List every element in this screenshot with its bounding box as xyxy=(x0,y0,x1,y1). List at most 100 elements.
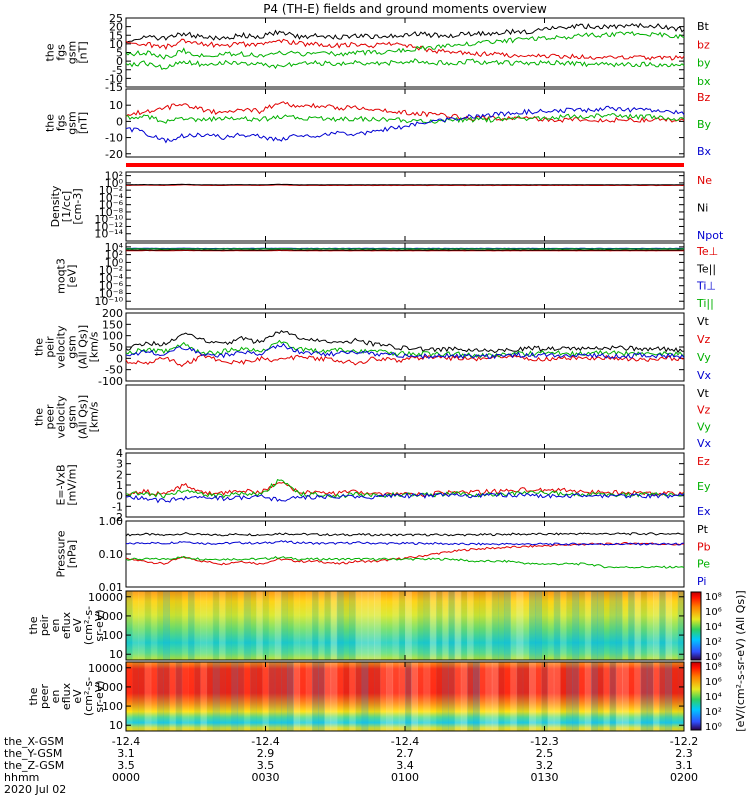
panels: -15-10-50510152025thefgsgsm[nT]Btbzbybx-… xyxy=(27,12,724,732)
quality-flag-bar xyxy=(126,163,684,167)
spectrogram-column xyxy=(126,662,133,731)
spectrogram-column xyxy=(560,591,567,660)
y-axis-label: [km/s xyxy=(88,331,101,362)
spectrogram-column xyxy=(250,662,257,731)
legend-label: Vy xyxy=(697,351,711,364)
spectrogram-column xyxy=(163,662,170,731)
colorbar-tick-label: 10⁴ xyxy=(705,692,722,703)
spectrogram-column xyxy=(442,591,449,660)
x-tick-label: 0000 xyxy=(112,771,140,784)
spectrogram-column xyxy=(244,662,251,731)
spectrogram-column xyxy=(238,662,245,731)
spectrogram-column xyxy=(479,591,486,660)
series-line-bz xyxy=(126,39,684,60)
spectrogram-column xyxy=(597,662,604,731)
colorbar-tick-label: 10⁸ xyxy=(705,662,722,673)
spectrogram-column xyxy=(405,662,412,731)
legend-label: Bt xyxy=(697,20,710,33)
spectrogram-column xyxy=(659,591,666,660)
spectrogram-column xyxy=(238,591,245,660)
x-tick-label: 0030 xyxy=(252,771,280,784)
colorbar-label: [eV/(cm²-s-sr-eV) (All Qs)] xyxy=(734,590,747,731)
legend-label: Te⊥ xyxy=(696,245,718,258)
spectrogram-column xyxy=(554,662,561,731)
spectrogram-column xyxy=(473,591,480,660)
spectrogram-column xyxy=(641,591,648,660)
spectrogram-column xyxy=(603,662,610,731)
y-axis-label: [cm-3] xyxy=(71,188,84,224)
spectrogram-column xyxy=(411,591,418,660)
spectrogram-column xyxy=(579,591,586,660)
spectrogram-column xyxy=(188,591,195,660)
y-tick-label: 0.10 xyxy=(99,548,124,561)
spectrogram-column xyxy=(269,662,276,731)
spectrogram-column xyxy=(610,591,617,660)
spectrogram-column xyxy=(163,591,170,660)
series-line-Vz xyxy=(126,355,684,367)
panel-frame xyxy=(126,453,684,517)
spectrogram-column xyxy=(349,591,356,660)
y-tick-label: 10 xyxy=(109,719,123,732)
spectrogram-column xyxy=(517,591,524,660)
spectrogram-column xyxy=(176,591,183,660)
spectrogram-column xyxy=(411,662,418,731)
legend-label: Vy xyxy=(697,420,711,433)
spectrogram-column xyxy=(293,662,300,731)
spectrogram-column xyxy=(523,591,530,660)
series-line-Ni xyxy=(126,184,684,185)
spectrogram-column xyxy=(275,591,282,660)
spectrogram-column xyxy=(207,591,214,660)
spectrogram-column xyxy=(145,662,152,731)
spectrogram-column xyxy=(659,662,666,731)
spectrogram-column xyxy=(355,662,362,731)
spectrogram-column xyxy=(504,662,511,731)
y-axis-label: [mV/m] xyxy=(66,464,79,505)
spectrogram-column xyxy=(281,662,288,731)
spectrogram-column xyxy=(628,591,635,660)
legend-label: Bx xyxy=(697,145,712,158)
spectrogram-column xyxy=(331,662,338,731)
panel-frame xyxy=(126,89,684,157)
y-tick-label: 150 xyxy=(102,318,123,331)
spectrogram-column xyxy=(343,591,350,660)
spectrogram-column xyxy=(603,591,610,660)
spectrogram-column xyxy=(585,591,592,660)
spectrogram-column xyxy=(424,662,431,731)
legend-label: Ey xyxy=(697,480,711,493)
series-line-Vt xyxy=(126,331,684,353)
spectrogram-column xyxy=(194,591,201,660)
spectrogram-column xyxy=(169,591,176,660)
spectrogram-column xyxy=(225,591,232,660)
spectrogram-column xyxy=(461,662,468,731)
series-line-Bx xyxy=(126,106,684,142)
spectrogram-column xyxy=(616,591,623,660)
spectrogram-column xyxy=(293,591,300,660)
spectrogram-column xyxy=(380,591,387,660)
spectrogram-column xyxy=(331,591,338,660)
spectrogram-column xyxy=(448,591,455,660)
spectrogram-column xyxy=(386,662,393,731)
spectrogram-column xyxy=(678,591,685,660)
spectrogram-column xyxy=(424,591,431,660)
y-tick-label: 4 xyxy=(116,447,123,460)
y-tick-label: -100 xyxy=(98,375,123,388)
spectrogram-column xyxy=(188,662,195,731)
series-line-Pe xyxy=(126,556,684,568)
spectrogram-column xyxy=(641,662,648,731)
spectrogram-column xyxy=(665,591,672,660)
panel-frame xyxy=(126,243,684,309)
panel-4: 10⁴10²10⁰10⁻²10⁻⁴10⁻⁶10⁻⁸10⁻¹⁰moqt3[eV]T… xyxy=(55,241,719,310)
spectrogram-column xyxy=(269,591,276,660)
spectrogram-column xyxy=(448,662,455,731)
spectrogram-column xyxy=(436,591,443,660)
spectrogram-column xyxy=(504,591,511,660)
spectrogram-column xyxy=(579,662,586,731)
y-tick-label: 200 xyxy=(102,307,123,320)
legend-label: Ti⊥ xyxy=(696,280,716,293)
spectrogram-column xyxy=(486,662,493,731)
legend-label: Npot xyxy=(697,229,724,242)
series-line-Pt xyxy=(126,533,684,536)
legend-label: by xyxy=(697,57,711,70)
spectrogram-column xyxy=(176,662,183,731)
